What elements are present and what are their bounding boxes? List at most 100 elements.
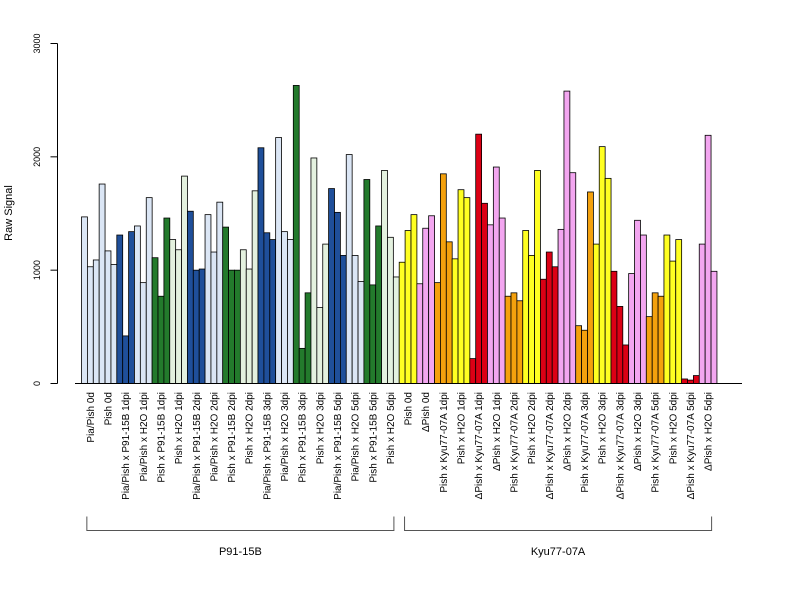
bar (498, 217, 506, 384)
group-brackets: P91-15B Kyu77-07A (86, 516, 713, 558)
bar (640, 234, 647, 384)
x-tick-label: Pia/Pish x H2O 3dpi (280, 392, 291, 482)
y-tick-label: 2000 (32, 147, 42, 167)
bar (322, 243, 330, 384)
y-tick-label: 0 (32, 381, 42, 386)
bar (487, 224, 494, 384)
bar (151, 257, 159, 384)
bar (434, 282, 441, 384)
bar (439, 173, 447, 384)
x-tick-label: Pia/Pish x H2O 2dpi (209, 392, 220, 482)
bar (463, 197, 471, 384)
bar (469, 358, 477, 384)
bar (292, 85, 300, 384)
bar (298, 347, 306, 384)
bar (475, 133, 483, 384)
bar (198, 268, 206, 384)
x-tick-label: ΔPish x Kyu77-07A 3dpi (615, 392, 626, 499)
x-tick-label: Pish x P91-15B 1dpi (156, 392, 167, 483)
bar (581, 329, 588, 384)
x-tick-label: Pish x H2O 2dpi (527, 392, 538, 464)
bar (592, 243, 600, 384)
y-axis-label: Raw Signal (3, 185, 15, 241)
x-tick-label: Pish x H2O 1dpi (457, 392, 468, 464)
bar (681, 378, 688, 384)
bar (169, 239, 177, 384)
bar (398, 261, 406, 384)
bar (186, 210, 194, 384)
bar (116, 234, 124, 384)
x-tick-label: Pia/Pish x H2O 1dpi (139, 392, 150, 482)
bar (445, 241, 453, 384)
x-tick-labels: Pia/Pish 0d Pish 0d Pia/Pish x P91-15B 1dp… (86, 392, 715, 500)
group-label: Kyu77-07A (531, 546, 586, 558)
bar (651, 292, 659, 384)
x-tick-label: Pish 0d (104, 392, 115, 425)
x-tick-label: Pia/Pish x P91-15B 3dpi (262, 392, 273, 500)
x-tick-label: Pish x Kyu77-07A 1dpi (439, 392, 450, 493)
x-tick-label: Pish x H2O 3dpi (598, 392, 609, 464)
x-tick-label: Pish x P91-15B 5dpi (368, 392, 379, 483)
bar (540, 278, 547, 384)
bar (693, 375, 700, 384)
bar (404, 230, 412, 384)
bar (604, 177, 612, 384)
bar (128, 231, 135, 384)
bar (345, 154, 353, 384)
x-tick-label: Pia/Pish x H2O 5dpi (351, 392, 362, 482)
bar (139, 282, 147, 384)
x-tick-label: Pish x P91-15B 3dpi (298, 392, 309, 483)
x-tick-label: Pish x Kyu77-07A 5dpi (651, 392, 662, 493)
bar (275, 137, 282, 384)
x-tick-label: ΔPish x Kyu77-07A 5dpi (686, 392, 697, 499)
bar (304, 292, 312, 384)
bar (357, 281, 365, 384)
group-bracket (404, 516, 713, 531)
x-tick-label: Pish x H2O 5dpi (668, 392, 679, 464)
bar (481, 202, 488, 384)
x-tick-label: ΔPish x Kyu77-07A 1dpi (474, 392, 485, 499)
y-tick-label: 3000 (32, 33, 42, 53)
bar (516, 300, 524, 384)
bar (263, 232, 271, 384)
bar (575, 325, 583, 384)
bar (663, 234, 671, 384)
bar (204, 214, 212, 384)
bar (239, 249, 247, 384)
bar (616, 306, 624, 384)
x-tick-label: ΔPish x H2O 2dpi (562, 392, 573, 471)
bar (675, 239, 683, 384)
x-tick-label: ΔPish x H2O 3dpi (633, 392, 644, 471)
bar (87, 266, 94, 384)
bar (687, 379, 694, 384)
bar (339, 255, 347, 384)
bar (563, 90, 571, 384)
bar (634, 219, 641, 384)
bar (522, 230, 530, 384)
bar (457, 189, 465, 384)
bar (316, 307, 324, 384)
bar (557, 228, 565, 384)
bar (163, 217, 171, 384)
x-tick-label: Pia/Pish x P91-15B 1dpi (121, 392, 132, 500)
bar (134, 225, 141, 384)
bar (628, 273, 635, 384)
bar (545, 251, 553, 384)
x-tick-label: ΔPish x H2O 1dpi (492, 392, 503, 471)
group-bracket (86, 516, 395, 531)
bar (222, 226, 229, 384)
x-tick-label: Pia/Pish x P91-15B 5dpi (333, 392, 344, 500)
bars (81, 85, 718, 384)
x-tick-label: Pish x Kyu77-07A 3dpi (580, 392, 591, 493)
bar (610, 270, 618, 384)
bar (145, 197, 153, 384)
bar (534, 170, 541, 384)
bar (410, 214, 418, 384)
bar (504, 295, 512, 384)
bar (281, 231, 288, 384)
bar (698, 243, 706, 384)
x-tick-label: Pish x P91-15B 2dpi (227, 392, 238, 483)
bar (669, 260, 677, 384)
bar (328, 188, 335, 384)
